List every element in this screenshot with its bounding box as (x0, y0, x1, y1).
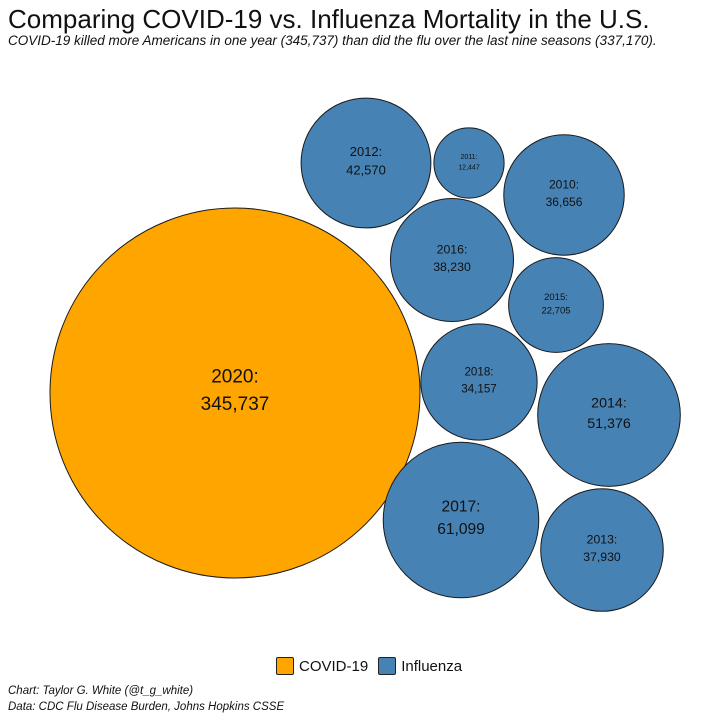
bubble-label-2015: 2015: (544, 292, 568, 303)
data-source: Data: CDC Flu Disease Burden, Johns Hopk… (8, 701, 285, 713)
bubble-2012: 2012: 42,570 (300, 97, 432, 229)
bubble-2010: 2010: 36,656 (503, 134, 625, 256)
bubble-value-2012: 42,570 (346, 163, 386, 178)
bubble-label-2016: 2016: (437, 242, 468, 256)
bubble-label-2013: 2013: (587, 532, 618, 546)
bubble-label-2011: 2011: (460, 154, 477, 161)
bubble-label-2018: 2018: (464, 366, 493, 379)
legend: COVID-19 Influenza (276, 657, 472, 675)
bubble-2013: 2013: 37,930 (540, 488, 664, 612)
bubble-value-2014: 51,376 (587, 416, 631, 432)
bubble-value-2020: 345,737 (201, 394, 270, 415)
chart-title: Comparing COVID-19 vs. Influenza Mortali… (8, 4, 650, 34)
bubble-2018: 2018: 34,157 (420, 323, 538, 441)
bubble-label-2012: 2012: (350, 144, 382, 159)
legend-swatch-influenza (378, 657, 397, 675)
bubble-label-2010: 2010: (549, 177, 579, 191)
bubble-2011: 2011: 12,447 (433, 127, 505, 199)
bubble-circle-2014 (537, 343, 681, 487)
bubble-circle-2010 (503, 134, 625, 256)
legend-swatch-covid (276, 657, 294, 675)
bubble-2017: 2017: 61,099 (382, 441, 540, 599)
chart-credit: Chart: Taylor G. White (@t_g_white) (8, 685, 194, 697)
bubble-value-2011: 12,447 (458, 164, 480, 171)
bubble-2015: 2015: 22,705 (508, 257, 604, 353)
bubble-value-2013: 37,930 (583, 550, 621, 564)
chart-subtitle: COVID-19 killed more Americans in one ye… (8, 33, 657, 48)
legend-item-influenza: Influenza (378, 657, 462, 675)
bubble-label-2020: 2020: (211, 367, 259, 388)
bubble-chart: 2020: 345,737 2012: 42,570 2011: 12,447 2010: 3… (49, 97, 681, 612)
legend-item-covid: COVID-19 (276, 657, 368, 675)
bubble-circle-2015 (508, 257, 604, 353)
bubble-2014: 2014: 51,376 (537, 343, 681, 487)
bubble-circle-2016 (389, 197, 515, 323)
bubble-circle-2020 (49, 207, 421, 579)
bubble-circle-2018 (420, 323, 538, 441)
bubble-value-2017: 61,099 (437, 521, 485, 538)
bubble-value-2016: 38,230 (433, 260, 471, 274)
bubble-value-2015: 22,705 (542, 306, 571, 317)
legend-label-covid: COVID-19 (299, 657, 369, 675)
bubble-circle-2011 (433, 127, 505, 199)
legend-label-influenza: Influenza (401, 657, 463, 675)
bubble-2020: 2020: 345,737 (49, 207, 421, 579)
bubble-2016: 2016: 38,230 (389, 197, 515, 323)
bubble-circle-2017 (382, 441, 540, 599)
bubble-value-2010: 36,656 (546, 195, 583, 209)
bubble-value-2018: 34,157 (461, 382, 497, 395)
bubble-circle-2012 (300, 97, 432, 229)
bubble-circle-2013 (540, 488, 664, 612)
bubble-label-2017: 2017: (442, 499, 481, 516)
bubble-label-2014: 2014: (591, 395, 627, 411)
